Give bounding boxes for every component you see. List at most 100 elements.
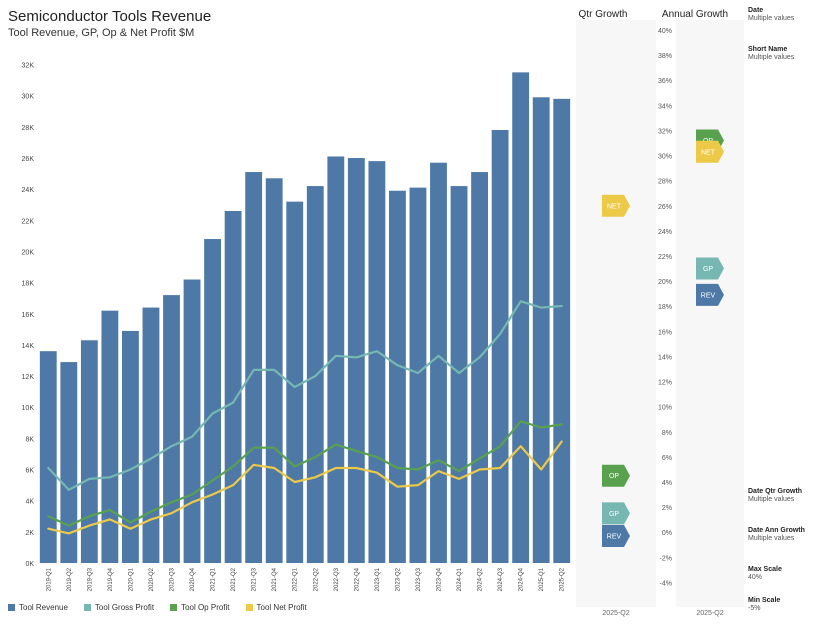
x-tick-label: 2023-Q1 [375, 567, 381, 591]
param-max-scale[interactable]: Max Scale 40% [748, 566, 782, 583]
legend-label: Tool Revenue [19, 603, 68, 612]
growth-tick-label: 40% [658, 28, 672, 35]
qtr-growth-marker [602, 194, 630, 217]
x-tick-label: 2024-Q1 [457, 567, 463, 591]
revenue-bar [327, 156, 345, 564]
growth-tick-label: 4% [662, 480, 672, 487]
legend-swatch [170, 604, 178, 611]
x-tick-label: 2024-Q4 [519, 567, 525, 591]
y-tick-label: 8K [25, 436, 34, 443]
x-tick-label: 2023-Q3 [416, 567, 422, 591]
legend-item-revenue[interactable]: Tool Revenue [8, 603, 68, 612]
filter-value: Multiple values [748, 54, 795, 62]
revenue-bar [450, 186, 468, 564]
annual-growth-marker [696, 257, 724, 280]
x-tick-label: 2020-Q3 [170, 567, 176, 591]
qtr-growth-marker-label: NET [607, 203, 622, 210]
x-tick-label: 2024-Q2 [478, 567, 484, 591]
y-tick-label: 12K [22, 374, 35, 381]
op-profit-line [47, 420, 563, 527]
growth-tick-label: 34% [658, 103, 672, 110]
filter-label: Date Ann Growth [748, 527, 805, 534]
legend-item-op[interactable]: Tool Op Profit [170, 603, 230, 612]
growth-tick-label: 32% [658, 128, 672, 135]
growth-tick-label: 22% [658, 254, 672, 261]
annual-growth-marker [696, 283, 724, 306]
y-tick-label: 4K [25, 499, 34, 506]
y-tick-label: 2K [25, 530, 34, 537]
y-tick-label: 32K [22, 63, 35, 70]
revenue-bar [163, 295, 180, 563]
growth-tick-label: 38% [658, 53, 672, 60]
x-tick-label: 2020-Q4 [190, 567, 196, 591]
y-tick-label: 16K [22, 312, 35, 319]
filter-value: Multiple values [748, 496, 795, 504]
qtr-growth-marker-label: OP [609, 473, 619, 480]
filter-date-qtr-growth[interactable]: Date Qtr Growth Multiple values [748, 488, 802, 505]
revenue-bar [389, 190, 406, 564]
x-tick-label: 2025-Q2 [560, 567, 566, 591]
revenue-bar [245, 172, 263, 564]
growth-tick-label: 0% [662, 530, 672, 537]
y-tick-label: 22K [22, 218, 35, 225]
filter-value: -5% [748, 605, 761, 613]
x-tick-label: 2025-Q1 [539, 567, 545, 591]
x-tick-label: 2023-Q4 [437, 567, 443, 591]
filter-value: 40% [748, 574, 763, 582]
revenue-bar [286, 201, 304, 563]
growth-tick-label: 8% [662, 430, 672, 437]
filter-date[interactable]: Date Multiple values [748, 7, 794, 24]
revenue-bar [409, 187, 427, 563]
x-tick-label: 2020-Q2 [149, 567, 155, 591]
gross-profit-line [47, 300, 563, 491]
x-tick-label: 2020-Q1 [128, 567, 134, 591]
x-tick-label: 2022-Q3 [334, 567, 340, 591]
x-tick-label: 2019-Q2 [67, 567, 73, 591]
growth-tick-label: 16% [658, 329, 672, 336]
annual-growth-marker-label: GP [703, 266, 713, 273]
annual-growth-marker-label: NET [701, 149, 716, 156]
param-min-scale[interactable]: Min Scale -5% [748, 597, 780, 614]
revenue-bar [39, 351, 57, 563]
growth-tick-label: 28% [658, 179, 672, 186]
x-tick-label: 2022-Q4 [354, 567, 360, 591]
qtr-growth-marker-label: GP [609, 511, 619, 518]
filter-label: Max Scale [748, 566, 782, 573]
net-profit-line [47, 440, 563, 535]
x-tick-label: 2021-Q2 [231, 567, 237, 591]
chart-title: Semiconductor Tools Revenue [8, 8, 212, 25]
y-tick-label: 30K [22, 94, 35, 101]
x-tick-label: 2019-Q3 [87, 567, 93, 591]
growth-tick-label: 6% [662, 455, 672, 462]
growth-tick-label: 36% [658, 78, 672, 85]
revenue-bar [224, 210, 242, 563]
growth-tick-label: -4% [660, 580, 672, 587]
revenue-bar [306, 186, 324, 564]
filter-label: Date [748, 7, 764, 14]
filter-date-ann-growth[interactable]: Date Ann Growth Multiple values [748, 527, 805, 544]
annual-growth-panel [676, 20, 744, 607]
legend-item-net[interactable]: Tool Net Profit [245, 603, 307, 612]
chart-subtitle: Tool Revenue, GP, Op & Net Profit $M [8, 27, 195, 39]
x-tick-label: 2019-Q4 [108, 567, 114, 591]
revenue-bar [430, 162, 447, 563]
growth-tick-label: 10% [658, 405, 672, 412]
revenue-bar [60, 362, 78, 563]
growth-tick-label: -2% [660, 555, 672, 562]
x-tick-label: 2023-Q2 [395, 567, 401, 591]
legend-item-gross[interactable]: Tool Gross Profit [83, 603, 154, 612]
x-tick-label: 2024-Q3 [498, 567, 504, 591]
revenue-bar [101, 310, 119, 563]
y-tick-label: 24K [22, 187, 35, 194]
y-tick-label: 28K [22, 125, 35, 132]
revenue-bar [142, 307, 160, 563]
x-tick-label: 2021-Q4 [272, 567, 278, 591]
revenue-bar [491, 129, 509, 563]
revenue-bar [553, 98, 571, 564]
legend-label: Tool Op Profit [181, 603, 230, 612]
revenue-bar [532, 97, 550, 563]
y-tick-label: 20K [22, 249, 35, 256]
filter-short-name[interactable]: Short Name Multiple values [748, 46, 794, 63]
revenue-bar [80, 340, 98, 563]
y-tick-label: 6K [25, 468, 34, 475]
